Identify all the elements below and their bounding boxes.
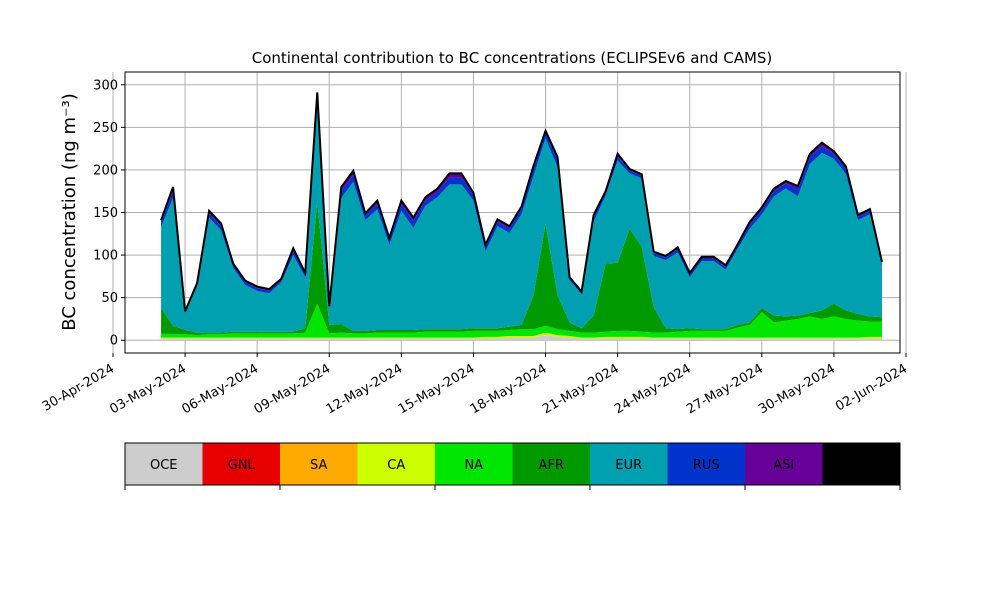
x-tick-label: 06-May-2024 bbox=[179, 361, 261, 417]
legend-label: CA bbox=[387, 458, 405, 473]
x-tick-label: 09-May-2024 bbox=[252, 361, 334, 417]
legend-label: RUS bbox=[693, 458, 720, 473]
x-tick-label: 02-Jun-2024 bbox=[833, 361, 910, 414]
legend-swatch-aus bbox=[822, 443, 900, 485]
legend-swatch-oce bbox=[125, 443, 203, 485]
x-tick-label: 15-May-2024 bbox=[396, 361, 478, 417]
y-tick-label: 300 bbox=[93, 78, 118, 93]
y-tick-label: 150 bbox=[93, 206, 118, 221]
y-axis-label: BC concentration (ng m⁻³) bbox=[59, 93, 80, 331]
legend-label: OCE bbox=[150, 458, 178, 473]
area-ca bbox=[161, 332, 882, 339]
y-tick-label: 200 bbox=[93, 163, 118, 178]
x-tick-label: 18-May-2024 bbox=[468, 361, 550, 417]
x-tick-label: 27-May-2024 bbox=[684, 361, 766, 417]
y-tick-label: 50 bbox=[101, 291, 118, 306]
area-eur bbox=[161, 99, 882, 333]
legend-label: AFR bbox=[539, 458, 564, 473]
legend-swatch-sa bbox=[280, 443, 358, 485]
total-line-path bbox=[160, 92, 883, 312]
area-na bbox=[161, 303, 882, 338]
y-axis: 0 50 100 150 200 250 300 bbox=[93, 78, 125, 349]
legend-frame bbox=[124, 442, 901, 486]
x-axis: 30-Apr-202403-May-202406-May-202409-May-… bbox=[40, 353, 910, 417]
legend-swatch-asi bbox=[745, 443, 823, 485]
legend-label: SA bbox=[310, 458, 327, 473]
area-series bbox=[161, 92, 882, 341]
legend-label: EUR bbox=[615, 458, 642, 473]
x-tick-label: 30-May-2024 bbox=[756, 361, 838, 417]
x-tick-label: 21-May-2024 bbox=[540, 361, 622, 417]
legend-swatch-afr bbox=[512, 443, 590, 485]
legend-label: GNL bbox=[228, 458, 256, 473]
x-tick-label: 24-May-2024 bbox=[612, 361, 694, 417]
y-tick-label: 100 bbox=[93, 249, 118, 264]
x-tick-label: 12-May-2024 bbox=[324, 361, 406, 417]
total-line bbox=[160, 92, 883, 312]
x-tick-label: 30-Apr-2024 bbox=[40, 361, 117, 414]
legend-label: ASI bbox=[773, 458, 794, 473]
legend-swatch-ca bbox=[357, 443, 435, 485]
legend-colorbar: OCE GNL SA CA NA AFR EUR RUS ASI AUS bbox=[124, 442, 901, 490]
x-tick-label: 03-May-2024 bbox=[107, 361, 189, 417]
legend-label: AUS bbox=[848, 458, 875, 473]
y-tick-label: 0 bbox=[110, 334, 118, 349]
legend-swatch-rus bbox=[667, 443, 745, 485]
chart-title: Continental contribution to BC concentra… bbox=[252, 49, 773, 67]
legend-swatch-eur bbox=[590, 443, 668, 485]
legend-swatch-na bbox=[435, 443, 513, 485]
legend-swatch-gnl bbox=[202, 443, 280, 485]
legend-label: NA bbox=[464, 458, 483, 473]
y-tick-label: 250 bbox=[93, 121, 118, 136]
